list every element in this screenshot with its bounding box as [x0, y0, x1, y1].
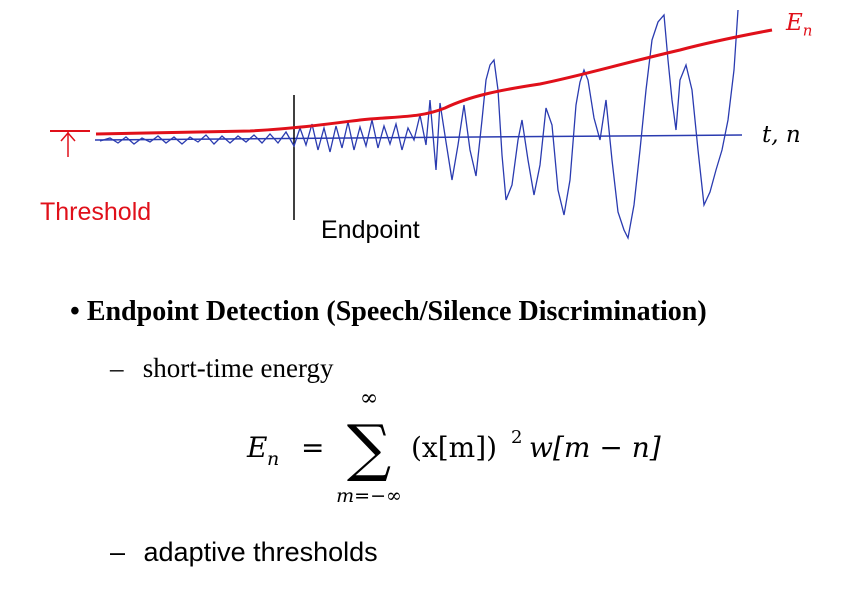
- bullet-endpoint-detection: • Endpoint Detection (Speech/Silence Dis…: [70, 296, 707, 328]
- endpoint-label: Endpoint: [321, 216, 420, 244]
- time-axis-label: t, n: [762, 122, 801, 148]
- item-dash: –: [110, 537, 126, 567]
- formula-upper-limit: ∞: [360, 386, 378, 411]
- threshold-label: Threshold: [40, 198, 152, 226]
- item-text: short-time energy: [142, 353, 334, 383]
- item-adaptive-thresholds: – adaptive thresholds: [110, 537, 378, 568]
- formula-equals: =: [301, 431, 324, 464]
- bullet-dot: •: [70, 296, 80, 327]
- item-text: adaptive thresholds: [143, 537, 378, 567]
- energy-label-subscript: n: [802, 21, 813, 40]
- bullet-title: Endpoint Detection (Speech/Silence Discr…: [86, 296, 707, 327]
- threshold-mark-arrowhead: [60, 131, 76, 142]
- energy-label-symbol: E: [786, 10, 803, 36]
- speech-signal: [99, 9, 739, 241]
- time-axis: [94, 134, 743, 141]
- formula-body: (x[m]): [411, 431, 497, 464]
- formula-lower-limit: m=−∞: [336, 485, 402, 507]
- formula-window: w[m − n]: [529, 431, 661, 464]
- energy-curve: [95, 28, 773, 136]
- item-dash: –: [110, 353, 124, 383]
- energy-formula: E n = ∞ ∑ m=−∞ (x[m]) 2 w[m − n]: [245, 385, 685, 510]
- formula-svg: E n = ∞ ∑ m=−∞ (x[m]) 2 w[m − n]: [246, 386, 661, 507]
- formula-lhs-sub: n: [267, 448, 279, 470]
- formula-power: 2: [511, 427, 522, 448]
- endpoint-figure: Threshold Endpoint t, n En: [0, 0, 851, 270]
- item-short-time-energy: – short-time energy: [110, 353, 333, 384]
- energy-label: En: [786, 10, 812, 40]
- formula-lhs: E: [246, 431, 267, 464]
- waveform-diagram: [50, 9, 773, 241]
- formula-sigma: ∑: [347, 411, 391, 484]
